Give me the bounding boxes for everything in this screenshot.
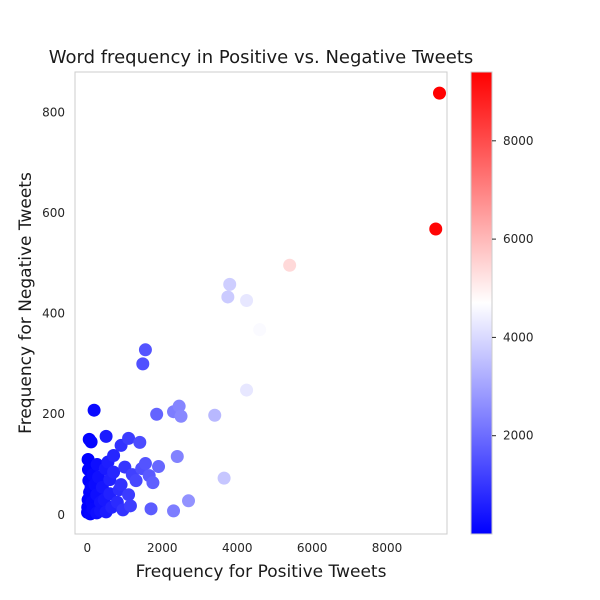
- x-tick-label: 4000: [222, 541, 253, 555]
- y-axis-label: Frequency for Negative Tweets: [16, 172, 36, 434]
- scatter-point: [107, 448, 121, 462]
- scatter-point: [138, 343, 152, 357]
- scatter-point: [133, 435, 147, 449]
- colorbar: [470, 71, 493, 535]
- scatter-point: [123, 499, 137, 513]
- scatter-point: [223, 277, 237, 291]
- colorbar-ticks: 2000 4000 6000 8000: [492, 134, 534, 443]
- x-tick-label: 2000: [147, 541, 178, 555]
- colorbar-tick-label: 8000: [503, 134, 534, 148]
- colorbar-tick-label: 6000: [503, 232, 534, 246]
- scatter-point: [170, 449, 184, 463]
- y-tick-label: 200: [42, 407, 65, 421]
- scatter-point: [150, 407, 164, 421]
- x-tick-label: 6000: [297, 541, 328, 555]
- colorbar-tick-label: 4000: [503, 330, 534, 344]
- scatter-point: [84, 435, 98, 449]
- scatter-point: [172, 399, 186, 413]
- scatter-point: [217, 471, 231, 485]
- scatter-point: [87, 403, 101, 417]
- scatter-point: [240, 383, 254, 397]
- scatter-point: [122, 488, 136, 502]
- points-layer: [81, 86, 447, 521]
- x-tick-label: 8000: [372, 541, 403, 555]
- scatter-point: [114, 478, 128, 492]
- scatter-point: [167, 504, 181, 518]
- x-tick-label: 0: [84, 541, 92, 555]
- x-axis-label: Frequency for Positive Tweets: [136, 562, 387, 582]
- scatter-point: [182, 494, 196, 508]
- scatter-point: [283, 258, 297, 272]
- scatter-point: [208, 408, 222, 422]
- plot-frame: [74, 71, 448, 535]
- scatter-point: [174, 409, 188, 423]
- chart-title: Word frequency in Positive vs. Negative …: [49, 47, 474, 68]
- scatter-point: [99, 429, 113, 443]
- scatter-point: [138, 457, 152, 471]
- scatter-point: [129, 474, 143, 488]
- y-tick-label: 600: [42, 206, 65, 220]
- scatter-point: [146, 476, 160, 490]
- scatter-point: [122, 431, 136, 445]
- y-tick-label: 0: [57, 508, 65, 522]
- y-axis-ticks: 0 200 400 600 800: [42, 105, 65, 522]
- y-tick-label: 400: [42, 307, 65, 321]
- y-tick-label: 800: [42, 105, 65, 119]
- scatter-point: [152, 460, 166, 474]
- scatter-point: [433, 86, 447, 100]
- scatter-point: [107, 465, 121, 479]
- colorbar-tick-label: 2000: [503, 429, 534, 443]
- x-axis-ticks: 0 2000 4000 6000 8000: [84, 541, 403, 555]
- scatter-point: [221, 290, 235, 304]
- scatter-point: [144, 502, 158, 516]
- scatter-point: [253, 323, 267, 337]
- scatter-point: [136, 357, 150, 371]
- scatter-point: [240, 293, 254, 307]
- scatter-point: [429, 222, 443, 236]
